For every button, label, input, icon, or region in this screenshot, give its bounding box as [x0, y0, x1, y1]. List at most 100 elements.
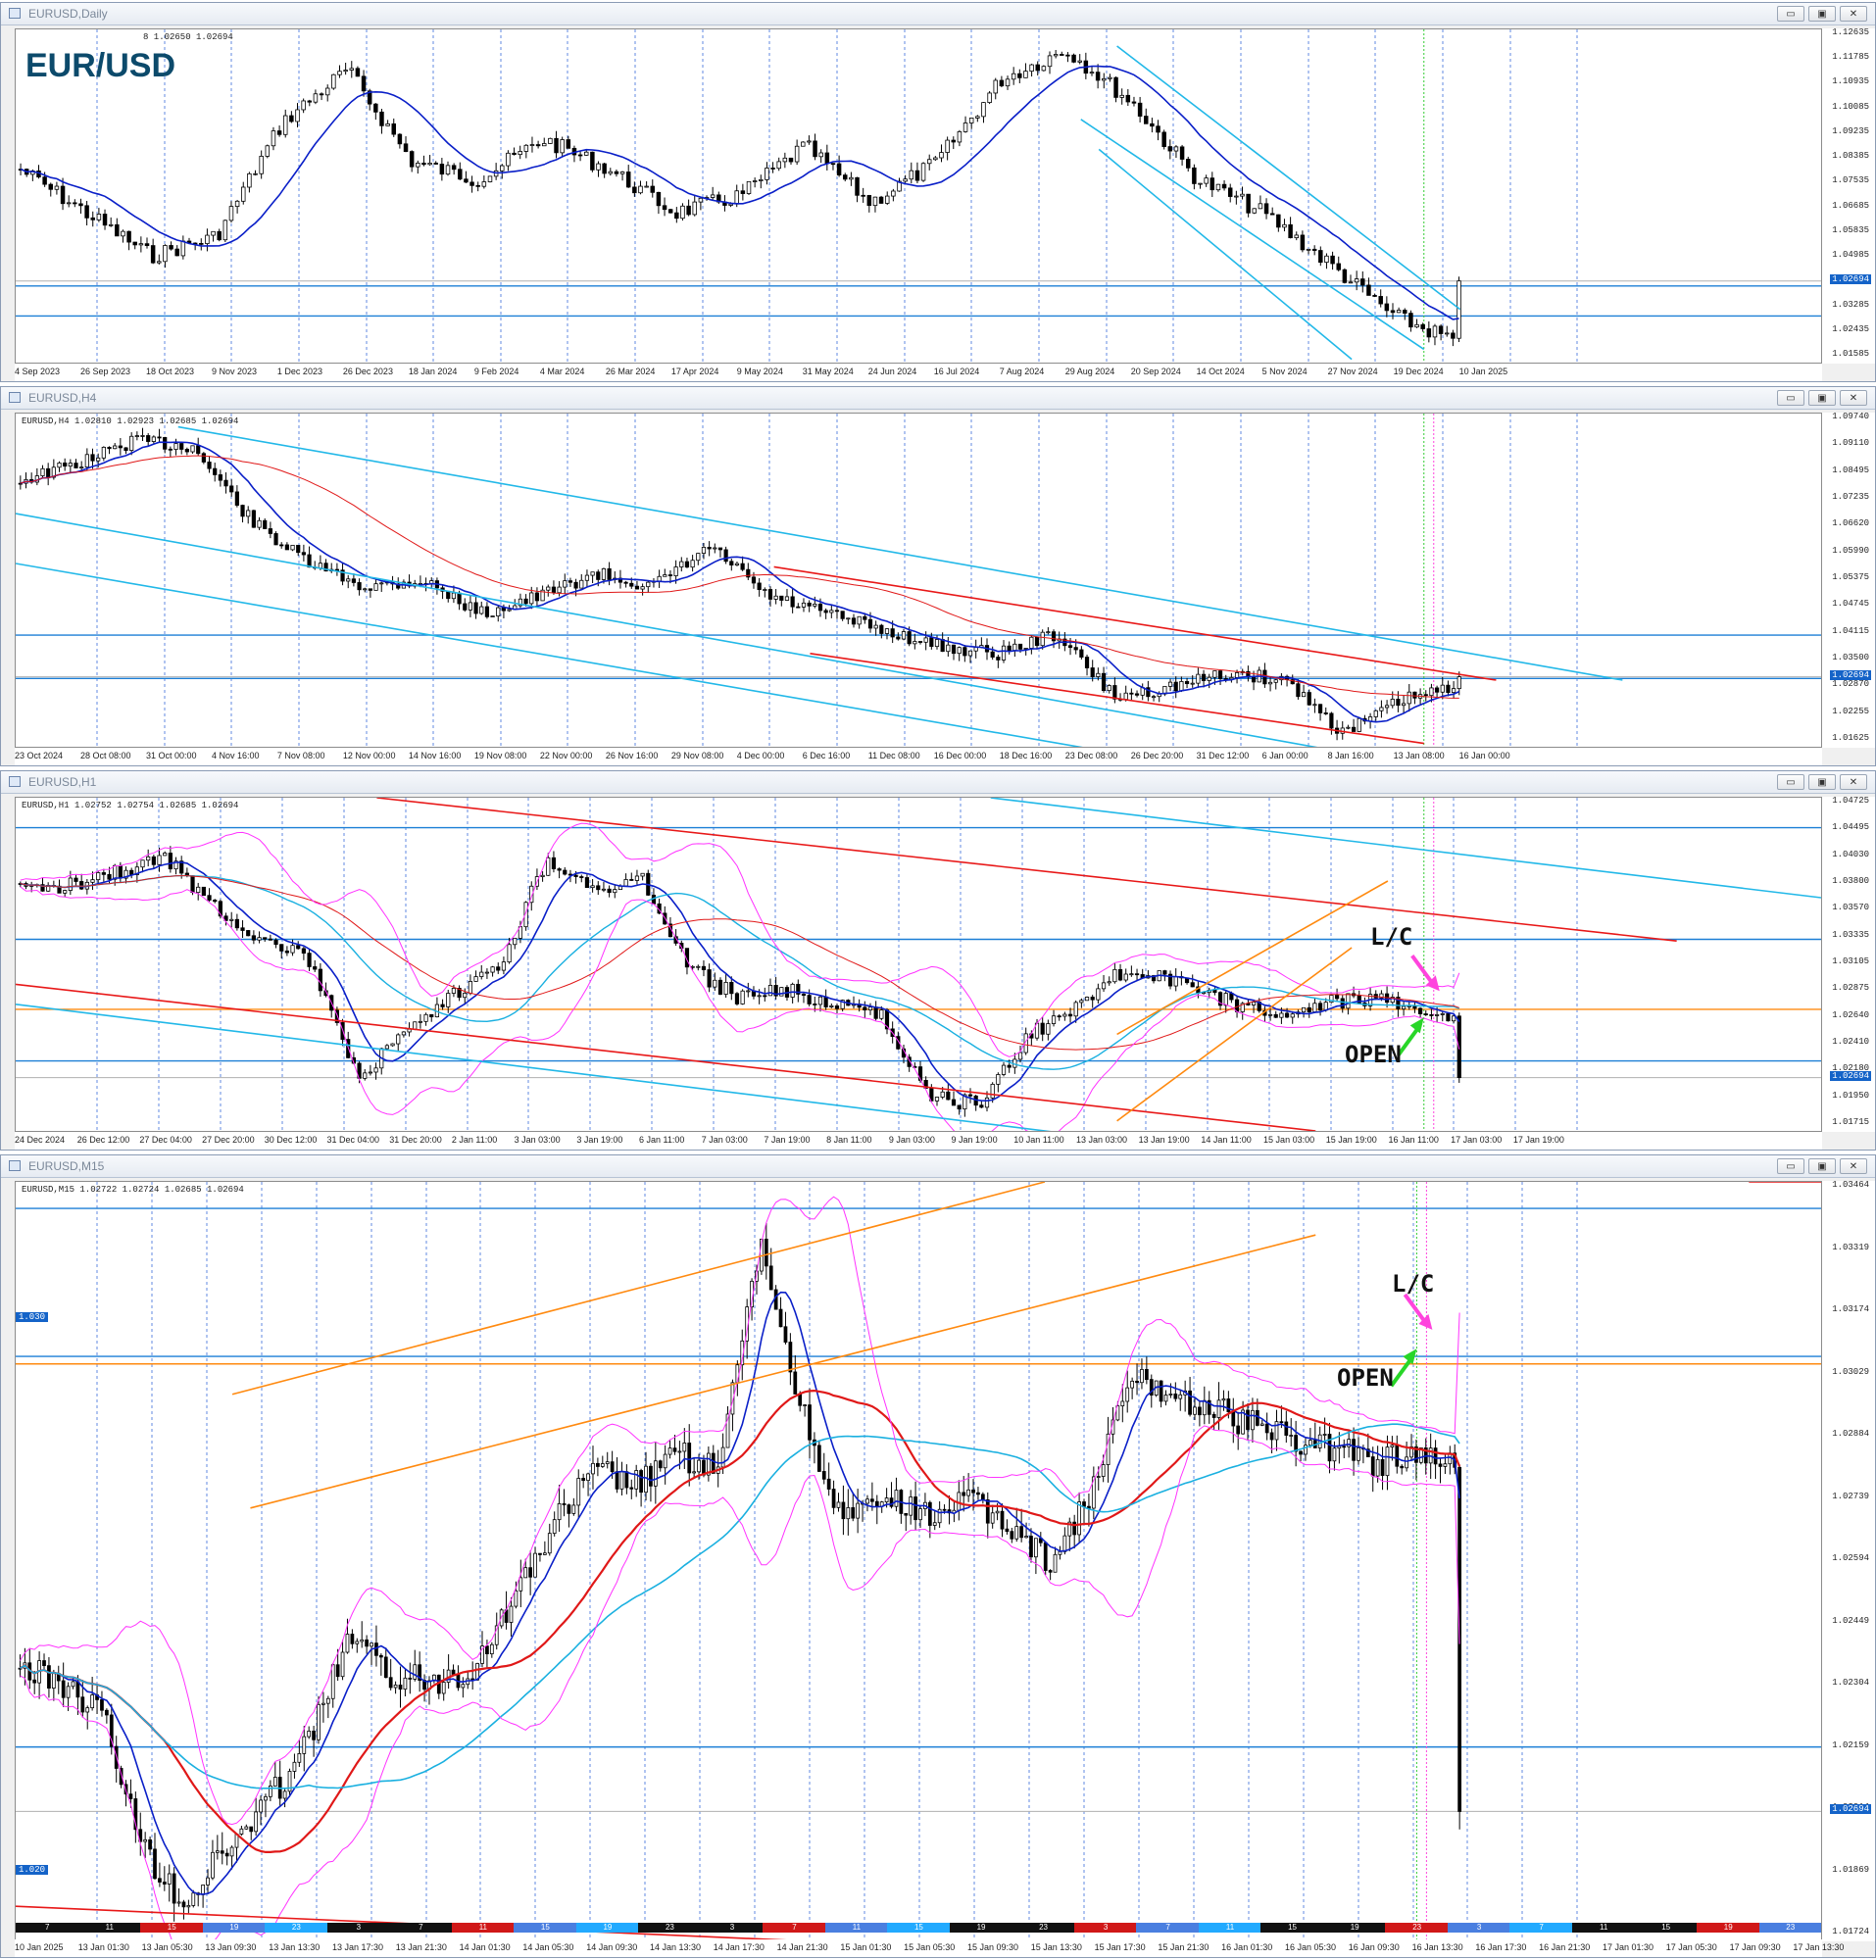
candle-body [801, 994, 807, 996]
candle-body [518, 1577, 523, 1592]
candle-body [79, 881, 84, 890]
time-axis-label: 27 Nov 2024 [1327, 367, 1378, 376]
minimize-button[interactable]: ▭ [1777, 774, 1804, 790]
time-axis-label: 26 Dec 20:00 [1130, 751, 1184, 760]
trend-channel-line [1098, 148, 1353, 361]
window-titlebar[interactable]: EURUSD,M15 ▭ ▣ ✕ [1, 1155, 1875, 1178]
window-titlebar[interactable]: EURUSD,H4 ▭ ▣ ✕ [1, 387, 1875, 410]
time-axis-label: 15 Jan 01:30 [840, 1942, 892, 1952]
candle-body [1188, 1390, 1192, 1415]
price-chart-area[interactable]: EURUSD,H4 1.02810 1.02923 1.02685 1.0269… [15, 413, 1822, 748]
candle-body [962, 1492, 966, 1496]
chart-window-m15[interactable]: EURUSD,M15 ▭ ▣ ✕ EURUSD,M15 1.02722 1.02… [0, 1154, 1876, 1958]
maximize-button[interactable]: ▣ [1808, 390, 1836, 406]
candle-body [296, 544, 301, 554]
candle-body [567, 1504, 571, 1514]
candle-body [653, 1460, 658, 1487]
candle-body [439, 164, 445, 175]
candle-body [680, 205, 685, 220]
candle-body [843, 174, 848, 180]
close-button[interactable]: ✕ [1840, 1158, 1867, 1174]
candle-body [1210, 177, 1215, 191]
time-axis[interactable]: 10 Jan 2025 13 Jan 01:30 13 Jan 05:30 13 Ja… [15, 1939, 1844, 1957]
time-axis-label: 30 Dec 12:00 [264, 1135, 318, 1145]
candle-body [987, 92, 992, 103]
time-axis[interactable]: 4 Sep 2023 26 Sep 2023 18 Oct 2023 9 Nov 20… [15, 364, 1822, 381]
chart-window-h1[interactable]: EURUSD,H1 ▭ ▣ ✕ EURUSD,H1 1.02752 1.0275… [0, 770, 1876, 1151]
time-axis[interactable]: 23 Oct 2024 28 Oct 08:00 31 Oct 00:00 4 Nov… [15, 748, 1822, 765]
candle-body [547, 1533, 552, 1554]
price-chart-area[interactable]: 8 1.02650 1.02694 EUR/USD [15, 28, 1822, 364]
candle-body [507, 609, 512, 612]
candle-body [54, 185, 60, 190]
window-titlebar[interactable]: EURUSD,Daily ▭ ▣ ✕ [1, 3, 1875, 25]
candle-body [259, 156, 264, 174]
maximize-button[interactable]: ▣ [1808, 6, 1836, 22]
candle-body [350, 1634, 355, 1644]
candle-body [312, 1731, 316, 1740]
candle-body [658, 1460, 663, 1469]
candle-body [1227, 187, 1233, 197]
candle-body [720, 1446, 725, 1468]
time-axis[interactable]: 24 Dec 2024 26 Dec 12:00 27 Dec 04:00 27 De… [15, 1132, 1822, 1150]
time-axis-label: 16 Jan 05:30 [1284, 1942, 1337, 1952]
candle-body [468, 981, 473, 994]
candle-body [1438, 1463, 1443, 1467]
time-axis-label: 1 Dec 2023 [276, 367, 322, 376]
price-axis-label: 1.02255 [1832, 706, 1869, 716]
candle-body [148, 1838, 152, 1850]
close-button[interactable]: ✕ [1840, 774, 1867, 790]
candle-body [940, 1091, 945, 1098]
price-chart-area[interactable]: EURUSD,M15 1.02722 1.02724 1.02685 1.026… [15, 1181, 1822, 1941]
candle-body [115, 223, 120, 237]
candle-body [740, 990, 745, 1004]
candle-body [1144, 116, 1149, 124]
chart-window-h4[interactable]: EURUSD,H4 ▭ ▣ ✕ EURUSD,H4 1.02810 1.0292… [0, 386, 1876, 766]
minimize-button[interactable]: ▭ [1777, 1158, 1804, 1174]
candle-body [873, 624, 878, 629]
ohlc-info: EURUSD,H1 1.02752 1.02754 1.02685 1.0269… [22, 801, 239, 810]
candle-body [907, 1056, 912, 1067]
price-axis[interactable]: 1.09740 1.09110 1.08495 1.07235 1.06620 1.059… [1822, 412, 1875, 748]
time-axis-label: 4 Nov 16:00 [211, 751, 260, 760]
maximize-button[interactable]: ▣ [1808, 774, 1836, 790]
candle-body [167, 1873, 172, 1885]
candle-body [763, 589, 767, 591]
candle-body [133, 1798, 138, 1831]
candle-body [1067, 1521, 1072, 1537]
candle-body [602, 163, 607, 174]
price-axis-label: 1.07235 [1832, 492, 1869, 502]
minimize-button[interactable]: ▭ [1777, 6, 1804, 22]
price-axis[interactable]: 1.12635 1.11785 1.10935 1.10085 1.09235 1.083… [1822, 27, 1875, 364]
candle-body [563, 580, 568, 588]
trend-channel-line [773, 565, 1497, 681]
window-titlebar[interactable]: EURUSD,H1 ▭ ▣ ✕ [1, 771, 1875, 794]
candle-body [690, 965, 695, 968]
time-axis-label: 31 Oct 00:00 [145, 751, 197, 760]
candle-body [464, 178, 469, 183]
candle-body [74, 463, 78, 468]
candle-body [1178, 1394, 1183, 1399]
session-hour-marker: 3 [326, 1923, 391, 1933]
candle-body [413, 1021, 418, 1030]
candle-body [706, 1452, 711, 1476]
bollinger-band [20, 822, 1460, 1057]
candle-body [113, 445, 118, 450]
close-button[interactable]: ✕ [1840, 390, 1867, 406]
minimize-button[interactable]: ▭ [1777, 390, 1804, 406]
price-chart-area[interactable]: EURUSD,H1 1.02752 1.02754 1.02685 1.0269… [15, 797, 1822, 1132]
candle-body [725, 1413, 730, 1448]
maximize-button[interactable]: ▣ [1808, 1158, 1836, 1174]
candle-body [601, 888, 607, 891]
chart-window-daily[interactable]: EURUSD,Daily ▭ ▣ ✕ 8 1.02650 1.02694 EUR… [0, 2, 1876, 382]
candle-body [113, 864, 118, 880]
candle-body [656, 191, 662, 207]
close-button[interactable]: ✕ [1840, 6, 1867, 22]
price-axis[interactable]: 1.04725 1.04495 1.04030 1.03800 1.03570 1.033… [1822, 796, 1875, 1132]
window-title: EURUSD,H4 [28, 391, 97, 405]
candle-body [807, 602, 812, 607]
candle-body [1087, 1505, 1091, 1509]
candle-body [134, 435, 139, 437]
candle-body [1290, 679, 1295, 685]
price-axis[interactable]: 1.03464 1.03319 1.03174 1.03029 1.02884 1.027… [1822, 1180, 1875, 1941]
